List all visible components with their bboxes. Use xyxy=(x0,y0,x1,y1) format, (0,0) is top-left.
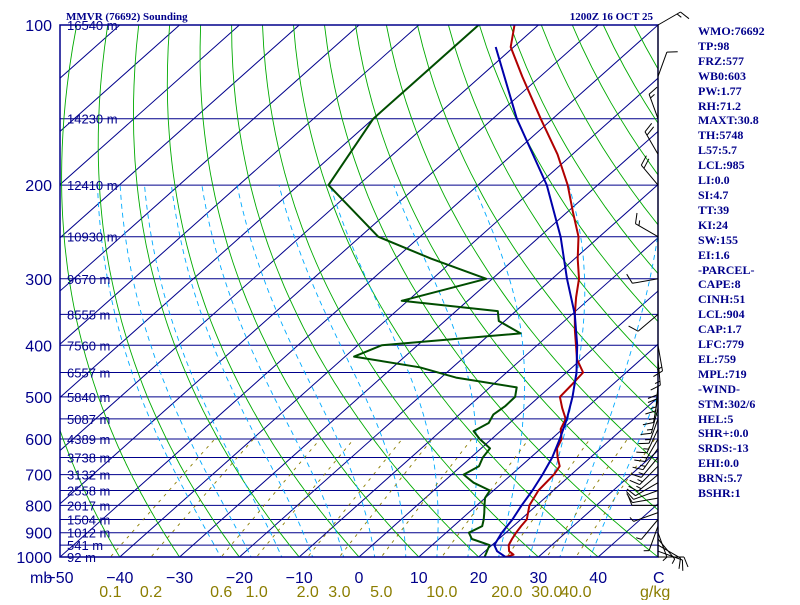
index-row: EL:759 xyxy=(698,352,798,367)
index-row: EHI:0.0 xyxy=(698,456,798,471)
height-label: 3738 m xyxy=(67,451,110,466)
chart-time: 1200Z 16 OCT 25 xyxy=(570,11,654,23)
index-row: BRN:5.7 xyxy=(698,471,798,486)
temperature-tick-label: 0 xyxy=(355,570,364,587)
temperature-tick-label: 20 xyxy=(470,570,488,587)
temperature-tick-label: −30 xyxy=(166,570,193,587)
index-row: LI:0.0 xyxy=(698,173,798,188)
wind-barb-half xyxy=(647,429,652,430)
index-row: LCL:904 xyxy=(698,307,798,322)
index-row: EI:1.6 xyxy=(698,248,798,263)
mixing-ratio-label: 10.0 xyxy=(426,584,457,600)
pressure-tick-label: 400 xyxy=(25,338,52,355)
height-label: 12410 m xyxy=(67,178,118,193)
height-label: 3132 m xyxy=(67,468,110,483)
pressure-tick-label: 600 xyxy=(25,432,52,449)
pressure-tick-label: 200 xyxy=(25,178,52,195)
index-row: PW:1.77 xyxy=(698,84,798,99)
mixing-ratio-label: 40.0 xyxy=(560,584,591,600)
index-row: BSHR:1 xyxy=(698,486,798,501)
pressure-tick-label: 700 xyxy=(25,468,52,485)
pressure-tick-label: 300 xyxy=(25,272,52,289)
pressure-unit-label: mb xyxy=(30,570,52,587)
height-label: 7560 m xyxy=(67,338,110,353)
pressure-tick-label: 1000 xyxy=(16,550,52,567)
pressure-tick-label: 100 xyxy=(25,18,52,35)
index-row: FRZ:577 xyxy=(698,54,798,69)
mixing-ratio-label: 2.0 xyxy=(297,584,319,600)
mixing-ratio-label: 0.2 xyxy=(140,584,162,600)
index-row: STM:302/6 xyxy=(698,397,798,412)
temperature-tick-label: 40 xyxy=(589,570,607,587)
mixing-ratio-label: 20.0 xyxy=(491,584,522,600)
height-label: 8555 m xyxy=(67,307,110,322)
index-row: MPL:719 xyxy=(698,367,798,382)
height-label: 5087 m xyxy=(67,412,110,427)
index-row: HEL:5 xyxy=(698,412,798,427)
height-label: 2558 m xyxy=(67,484,110,499)
index-row: LFC:779 xyxy=(698,337,798,352)
wind-barb-flag xyxy=(636,452,647,453)
index-row: WMO:76692 xyxy=(698,24,798,39)
pressure-tick-label: 900 xyxy=(25,526,52,543)
pressure-tick-label: 800 xyxy=(25,498,52,515)
index-row: KI:24 xyxy=(698,218,798,233)
pressure-tick-label: 500 xyxy=(25,390,52,407)
index-row: SI:4.7 xyxy=(698,188,798,203)
index-row: SRDS:-13 xyxy=(698,441,798,456)
height-label: 9670 m xyxy=(67,272,110,287)
index-row: MAXT:30.8 xyxy=(698,113,798,128)
height-label: 5840 m xyxy=(67,390,110,405)
index-row: WB0:603 xyxy=(698,69,798,84)
index-row: RH:71.2 xyxy=(698,99,798,114)
index-row: -PARCEL- xyxy=(698,263,798,278)
height-label: 6557 m xyxy=(67,366,110,381)
mixing-ratio-label: 30.0 xyxy=(531,584,562,600)
mixing-ratio-label: 5.0 xyxy=(370,584,392,600)
height-label: 14230 m xyxy=(67,112,118,127)
index-row: TT:39 xyxy=(698,203,798,218)
index-row: LCL:985 xyxy=(698,158,798,173)
index-row: CINH:51 xyxy=(698,292,798,307)
height-label: 92 m xyxy=(67,550,96,565)
mixing-ratio-label: 3.0 xyxy=(328,584,350,600)
index-row: TH:5748 xyxy=(698,128,798,143)
index-row: -WIND- xyxy=(698,382,798,397)
index-row: SHR+:0.0 xyxy=(698,426,798,441)
index-row: TP:98 xyxy=(698,39,798,54)
mixing-ratio-unit-label: g/kg xyxy=(640,584,670,600)
index-row: CAP:1.7 xyxy=(698,322,798,337)
height-label: 4389 m xyxy=(67,432,110,447)
height-label: 10930 m xyxy=(67,230,118,245)
index-row: CAPE:8 xyxy=(698,277,798,292)
chart-title: MMVR (76692) Sounding xyxy=(66,11,188,23)
mixing-ratio-label: 1.0 xyxy=(245,584,267,600)
mixing-ratio-label: 0.1 xyxy=(99,584,121,600)
index-row: SW:155 xyxy=(698,233,798,248)
mixing-ratio-label: 0.6 xyxy=(210,584,232,600)
wind-barb-half xyxy=(642,457,647,458)
index-row: L57:5.7 xyxy=(698,143,798,158)
height-label: 2017 m xyxy=(67,498,110,513)
temperature-tick-label: 10 xyxy=(410,570,428,587)
